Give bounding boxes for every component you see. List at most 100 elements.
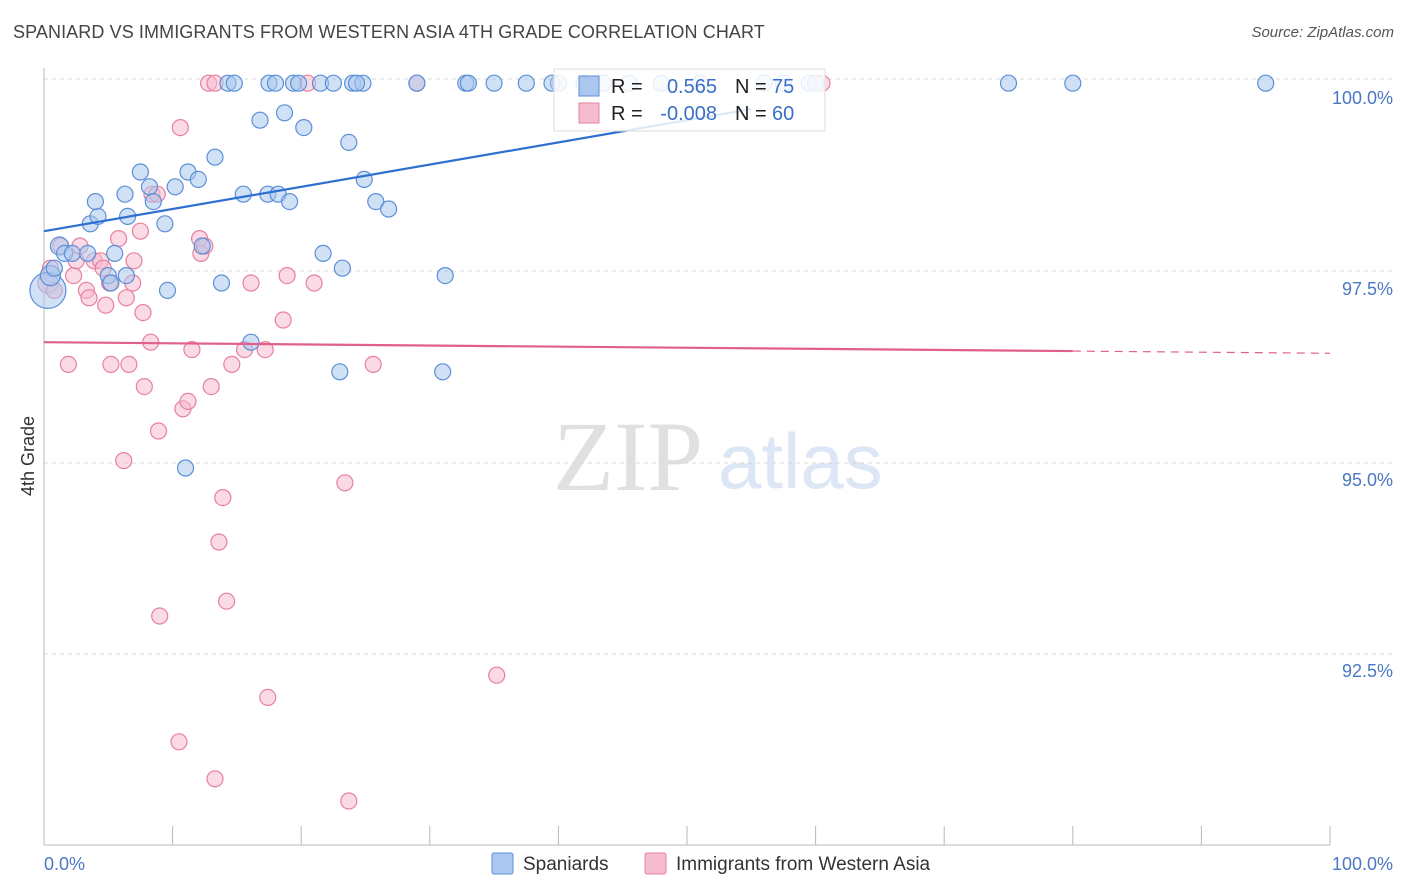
spaniards-point	[212, 274, 231, 292]
legend-r-label-1: R =	[611, 76, 643, 98]
y-tick-label: 95.0%	[1342, 470, 1393, 490]
immigrants-point	[64, 267, 83, 285]
immigrants-point	[80, 289, 98, 307]
spaniards-point	[266, 74, 285, 92]
spaniards-point	[156, 215, 174, 233]
y-tick-label: 97.5%	[1342, 279, 1393, 299]
spaniards-point	[234, 185, 252, 203]
x-axis-ticks	[43, 826, 1331, 845]
immigrants-point	[336, 474, 354, 492]
spaniards-point	[242, 333, 260, 351]
spaniards-point	[251, 111, 269, 129]
spaniards-point	[131, 163, 149, 181]
immigrants-point	[259, 688, 277, 707]
spaniards-point	[176, 459, 195, 477]
bottom-legend-label-spaniards: Spaniards	[523, 854, 609, 875]
spaniards-point	[79, 244, 97, 262]
spaniards-point	[333, 259, 351, 277]
immigrants-point	[125, 252, 143, 270]
watermark-zip: ZIP	[553, 401, 703, 512]
immigrants-point	[97, 296, 115, 314]
immigrants-point	[210, 533, 228, 551]
spaniards-point	[45, 259, 63, 277]
watermark: ZIP atlas	[553, 401, 883, 512]
spaniards-point	[116, 185, 134, 203]
immigrants-point	[149, 422, 168, 440]
spaniards-point	[517, 74, 535, 92]
immigrants-point	[305, 274, 323, 292]
y-tick-label: 100.0%	[1332, 88, 1393, 108]
spaniards-point	[355, 170, 373, 188]
immigrants-point	[131, 222, 149, 240]
immigrants-point	[109, 230, 128, 248]
immigrants-point	[206, 770, 224, 788]
chart-title: SPANIARD VS IMMIGRANTS FROM WESTERN ASIA…	[13, 22, 765, 42]
spaniards-point	[225, 74, 243, 92]
spaniards-point	[1064, 74, 1082, 92]
legend-swatch-blue	[578, 75, 600, 97]
legend-n-label-2: N =	[735, 103, 767, 125]
spaniards-point	[140, 178, 159, 196]
immigrants-trend-line-extension	[1072, 350, 1331, 354]
spaniards-point	[347, 74, 366, 92]
bottom-legend-swatch-immigrants	[644, 852, 667, 875]
legend-r-value-1: 0.565	[667, 76, 717, 98]
source-label: Source: ZipAtlas.com	[1251, 24, 1394, 41]
spaniards-point	[158, 281, 177, 299]
immigrants-trend-line	[43, 341, 1073, 353]
spaniards-point	[331, 363, 349, 381]
immigrants-point	[364, 355, 382, 373]
y-tick-labels: 100.0% 97.5% 95.0% 92.5%	[1332, 88, 1393, 681]
spaniards-point	[324, 74, 342, 92]
legend-swatch-pink	[578, 102, 600, 124]
spaniards-point	[193, 237, 211, 255]
immigrants-point	[488, 666, 506, 684]
immigrants-point	[223, 355, 241, 373]
spaniards-point	[117, 267, 135, 285]
spaniards-point	[1257, 74, 1275, 92]
legend-r-label-2: R =	[611, 103, 643, 125]
immigrants-point	[115, 452, 133, 470]
x-tick-label-max: 100.0%	[1332, 854, 1393, 874]
spaniards-point	[102, 274, 120, 292]
spaniards-point	[434, 363, 452, 381]
immigrants-point	[202, 378, 220, 396]
watermark-atlas: atlas	[718, 417, 883, 505]
spaniards-point	[106, 244, 124, 262]
bottom-legend-label-immigrants: Immigrants from Western Asia	[676, 854, 931, 875]
spaniards-point	[290, 74, 308, 92]
immigrants-point	[102, 355, 120, 373]
trend-lines	[43, 108, 1331, 354]
immigrants-point	[170, 733, 188, 751]
immigrants-point	[214, 489, 232, 507]
immigrants-point	[278, 267, 296, 285]
immigrants-point	[179, 392, 197, 410]
spaniards-point	[485, 74, 503, 92]
immigrants-point	[120, 355, 138, 373]
spaniards-point	[63, 244, 81, 262]
immigrants-point	[274, 311, 292, 329]
immigrants-point	[151, 607, 169, 625]
legend-n-value-2: 60	[772, 103, 794, 125]
bottom-legend-swatch-spaniards	[491, 852, 514, 875]
spaniards-point	[144, 193, 162, 211]
spaniards-point	[281, 193, 299, 211]
immigrants-point	[117, 289, 135, 307]
legend-n-label-1: N =	[735, 76, 767, 98]
legend-n-value-1: 75	[772, 76, 794, 98]
immigrants-point	[218, 592, 236, 610]
y-axis-title: 4th Grade	[18, 416, 38, 496]
spaniards-point	[367, 193, 385, 211]
spaniards-point	[380, 200, 398, 218]
x-tick-label-min: 0.0%	[44, 854, 85, 874]
spaniards-point	[206, 148, 224, 166]
immigrants-point	[135, 378, 153, 396]
spaniards-point	[275, 104, 294, 122]
y-tick-label: 92.5%	[1342, 661, 1393, 681]
spaniards-point	[166, 178, 184, 196]
spaniards-point	[340, 133, 358, 151]
immigrants-point	[171, 118, 189, 137]
immigrants-point	[134, 304, 152, 322]
spaniards-point	[408, 74, 426, 92]
immigrants-point	[256, 341, 274, 359]
